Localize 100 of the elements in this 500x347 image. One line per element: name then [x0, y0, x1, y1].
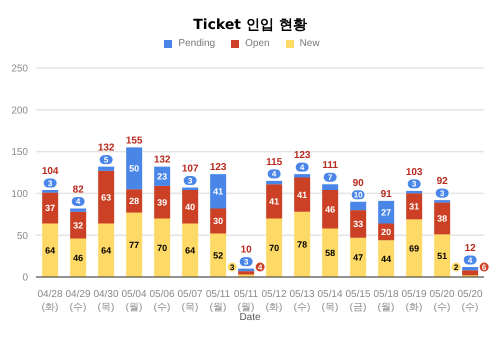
data-label: 20 — [381, 227, 392, 238]
bar — [126, 147, 142, 190]
data-label: 69 — [409, 243, 420, 254]
bar — [462, 270, 478, 276]
data-label: 47 — [353, 252, 364, 263]
data-label: 4 — [76, 197, 81, 206]
x-tick-label: 05/12 (화) — [261, 289, 287, 313]
data-label: 41 — [213, 186, 224, 196]
data-label: 27 — [381, 207, 392, 218]
data-label: 4 — [300, 162, 305, 172]
bar — [182, 223, 198, 277]
bar — [266, 218, 282, 277]
bar — [42, 192, 58, 224]
bar — [70, 238, 86, 277]
total-label: 111 — [322, 160, 338, 172]
bar — [294, 178, 310, 212]
data-label: 44 — [381, 254, 392, 264]
total-label: 132 — [154, 154, 171, 166]
total-label: 92 — [436, 176, 448, 188]
x-tick-label: 05/18 (월) — [373, 289, 399, 313]
y-tick-label: 100 — [11, 188, 28, 200]
data-label: 46 — [73, 252, 84, 263]
total-label: 103 — [406, 166, 423, 178]
data-label: 3 — [188, 176, 193, 186]
bar — [42, 223, 58, 277]
x-tick-label: 05/11 (월) — [206, 289, 231, 313]
data-label: 70 — [269, 242, 280, 253]
data-label: 3 — [48, 178, 53, 188]
x-tick-label: 05/15 (금) — [345, 289, 371, 313]
x-axis-title: Date — [239, 312, 262, 323]
x-tick-label: 05/11 (월) — [234, 289, 259, 313]
y-tick-label: 150 — [11, 147, 28, 158]
x-tick-label: 05/06 (수) — [149, 289, 175, 313]
y-tick-label: 250 — [11, 64, 28, 75]
legend-label: Pending — [177, 38, 216, 49]
data-label: 70 — [157, 242, 168, 253]
total-label: 107 — [182, 164, 199, 175]
bar — [322, 228, 338, 277]
bar — [350, 238, 366, 277]
data-label: 10 — [354, 190, 364, 200]
total-label: 104 — [42, 166, 59, 178]
data-label: 52 — [213, 250, 224, 260]
data-label: 5 — [104, 155, 109, 164]
data-label: 78 — [297, 240, 308, 250]
bar — [238, 271, 254, 274]
data-label: 3 — [244, 257, 249, 266]
y-tick-label: 200 — [11, 105, 28, 116]
bar — [154, 186, 170, 218]
data-label: 3 — [412, 180, 417, 189]
bar — [406, 219, 422, 277]
data-label: 41 — [269, 196, 280, 206]
total-label: 90 — [352, 178, 364, 189]
data-label: 46 — [325, 204, 336, 214]
bar — [294, 212, 310, 277]
data-label: 3 — [230, 262, 235, 272]
data-label: 2 — [454, 262, 459, 272]
data-label: 58 — [325, 248, 336, 258]
data-label: 77 — [129, 240, 140, 250]
y-tick-label: 50 — [16, 230, 28, 242]
total-label: 115 — [266, 156, 283, 168]
bar — [182, 190, 198, 224]
data-label: 40 — [185, 202, 196, 212]
x-tick-label: 05/20 (수) — [429, 289, 455, 313]
data-label: 33 — [353, 219, 364, 230]
y-tick-label: 0 — [22, 272, 28, 284]
bar — [378, 200, 394, 224]
total-label: 155 — [126, 135, 143, 146]
x-tick-label: 05/19 (화) — [401, 289, 427, 313]
data-label: 3 — [440, 188, 445, 198]
data-label: 39 — [157, 197, 168, 208]
x-tick-label: 05/14 (목) — [317, 289, 343, 313]
data-label: 32 — [73, 220, 84, 230]
data-label: 64 — [185, 245, 196, 256]
total-label: 123 — [294, 150, 311, 162]
data-label: 7 — [328, 173, 333, 182]
bar — [98, 170, 114, 224]
bar — [434, 202, 450, 234]
total-label: 10 — [240, 244, 252, 256]
x-tick-label: 05/04 (월) — [121, 289, 147, 313]
bar — [154, 218, 170, 277]
chart-title: Ticket 인입 현황 — [192, 16, 308, 34]
x-tick-label: 05/13 (수) — [289, 289, 315, 313]
x-tick-label: 04/30 (목) — [93, 289, 119, 313]
data-label: 37 — [45, 203, 56, 214]
data-label: 23 — [157, 171, 168, 182]
data-label: 6 — [482, 262, 487, 272]
total-label: 82 — [72, 184, 84, 196]
data-label: 64 — [101, 245, 112, 256]
total-label: 132 — [98, 142, 115, 154]
data-label: 30 — [213, 216, 224, 226]
legend-label: New — [298, 38, 320, 49]
data-label: 41 — [297, 190, 308, 200]
data-label: 64 — [45, 245, 56, 256]
data-label: 4 — [272, 170, 277, 179]
data-label: 4 — [258, 262, 263, 272]
x-tick-label: 04/29 (수) — [65, 289, 91, 313]
legend-label: Open — [244, 38, 270, 49]
data-label: 63 — [101, 192, 112, 202]
data-label: 38 — [437, 214, 448, 224]
data-label: 4 — [468, 256, 473, 265]
